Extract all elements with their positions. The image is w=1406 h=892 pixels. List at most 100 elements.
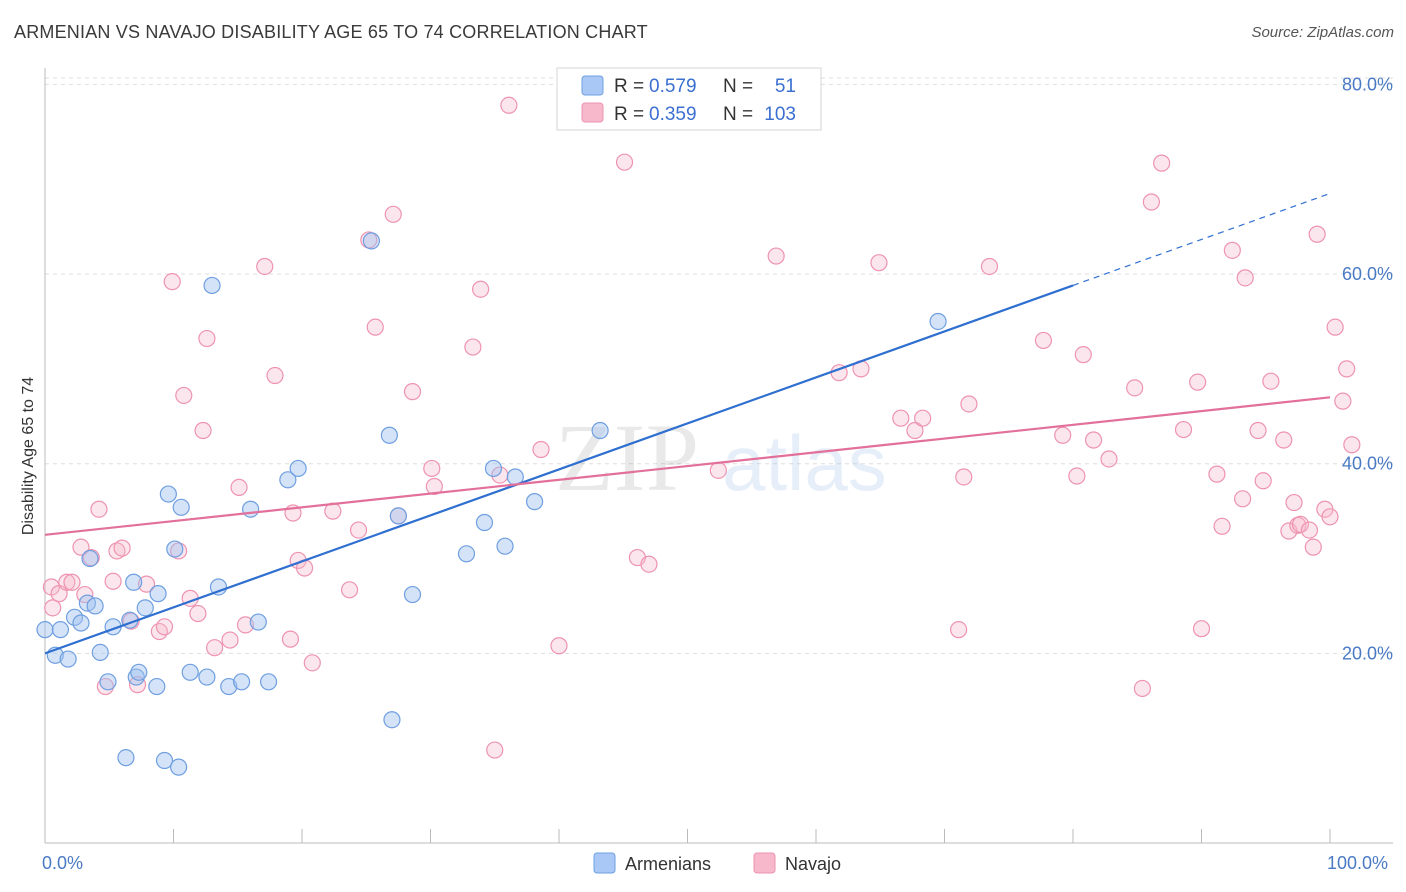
armenians-point	[496, 537, 514, 555]
armenians-point	[159, 485, 177, 503]
navajo-point	[163, 273, 181, 291]
y-axis-tick-labels: 20.0% 40.0% 60.0% 80.0%	[1342, 74, 1393, 663]
navajo-point	[1192, 620, 1211, 638]
armenians-point	[525, 493, 544, 511]
legend-r-value-2: 0.359	[649, 104, 697, 125]
navajo-point	[175, 386, 193, 405]
armenians-point	[149, 585, 167, 603]
armenians-point	[155, 751, 174, 770]
navajo-point	[206, 639, 224, 657]
navajo-point	[472, 280, 490, 298]
armenians-point	[591, 421, 609, 440]
y-tick-label: 20.0%	[1342, 643, 1393, 663]
bottom-legend-label-armenians: Armenians	[625, 854, 711, 874]
armenians-point	[130, 663, 148, 681]
navajo-point	[403, 383, 422, 401]
y-tick-label: 60.0%	[1342, 264, 1393, 284]
armenians-point	[136, 599, 154, 617]
navajo-point	[486, 741, 504, 759]
armenians-point	[403, 585, 422, 604]
navajo-point	[1213, 517, 1231, 535]
armenians-point	[220, 677, 238, 696]
armenians-point	[484, 459, 503, 478]
x-tick-label-max: 100.0%	[1327, 853, 1388, 873]
navajo-point	[1208, 465, 1226, 483]
navajo-point	[1321, 508, 1339, 526]
navajo-point	[1236, 269, 1254, 287]
armenians-point	[289, 459, 307, 478]
armenians-point	[929, 312, 947, 331]
armenians-point	[475, 513, 494, 532]
navajo-point	[1285, 493, 1303, 512]
navajo-point	[955, 468, 973, 486]
navajo-point	[236, 616, 255, 634]
navajo-point	[1334, 392, 1352, 410]
navajo-point	[281, 630, 300, 648]
navajo-trend-line	[44, 396, 1331, 536]
chart-source: Source: ZipAtlas.com	[1251, 24, 1394, 41]
navajo-point	[150, 622, 168, 641]
navajo-point	[1084, 431, 1103, 449]
armenians-point	[99, 673, 117, 691]
navajo-point	[464, 338, 482, 356]
legend-swatch-armenians	[581, 75, 604, 96]
navajo-point	[104, 572, 122, 590]
navajo-point	[1074, 346, 1092, 364]
stats-legend: R = 0.579 N = 51 R = 0.359 N = 103	[556, 67, 822, 131]
armenians-point	[242, 500, 260, 518]
navajo-point	[1262, 372, 1280, 390]
armenians-point	[380, 426, 398, 444]
navajo-point	[532, 440, 550, 459]
armenians-trend-extension	[1072, 192, 1331, 287]
bottom-legend-swatch-navajo	[753, 852, 776, 874]
navajo-point	[72, 538, 90, 556]
watermark-atlas: atlas	[722, 419, 887, 507]
armenians-point	[181, 663, 199, 681]
armenians-point	[170, 758, 188, 776]
navajo-point	[384, 205, 402, 223]
navajo-point	[1249, 421, 1267, 440]
navajo-point	[1133, 679, 1151, 698]
armenians-point	[362, 232, 380, 250]
chart-title: ARMENIAN VS NAVAJO DISABILITY AGE 65 TO …	[14, 22, 648, 42]
navajo-point	[870, 254, 888, 272]
navajo-point	[1189, 373, 1207, 391]
bottom-legend-label-navajo: Navajo	[785, 854, 841, 874]
y-tick-label: 40.0%	[1342, 454, 1393, 474]
armenians-point	[249, 613, 267, 631]
x-tick-label-min: 0.0%	[42, 853, 83, 873]
armenians-point	[72, 614, 90, 632]
navajo-point	[960, 395, 978, 413]
navajo-point	[767, 247, 785, 265]
armenians-points	[36, 232, 947, 776]
armenians-point	[91, 643, 109, 662]
navajo-point	[221, 631, 239, 649]
legend-n-label-2: N =	[723, 104, 753, 125]
navajo-point	[256, 257, 274, 276]
navajo-point	[425, 477, 443, 496]
navajo-point	[189, 604, 207, 623]
navajo-point	[1300, 521, 1319, 539]
navajo-point	[1034, 331, 1053, 350]
navajo-point	[1308, 225, 1326, 243]
navajo-point	[1068, 467, 1086, 485]
navajo-point	[914, 409, 932, 427]
navajo-point	[1338, 360, 1356, 378]
legend-n-value-1: 51	[775, 76, 796, 97]
navajo-point	[1054, 426, 1072, 444]
navajo-point	[500, 96, 518, 114]
navajo-point	[1153, 154, 1171, 172]
navajo-point	[1326, 318, 1344, 336]
bottom-legend-swatch-armenians	[593, 852, 616, 874]
watermark: ZIP atlas	[555, 404, 887, 511]
legend-swatch-navajo	[581, 102, 604, 123]
navajo-point	[194, 421, 212, 440]
navajo-point	[892, 409, 910, 427]
navajo-point	[1100, 450, 1118, 468]
navajo-point	[198, 329, 216, 348]
navajo-point	[137, 575, 156, 593]
legend-n-label-1: N =	[723, 76, 753, 97]
navajo-point	[58, 573, 76, 591]
armenians-point	[389, 507, 407, 525]
